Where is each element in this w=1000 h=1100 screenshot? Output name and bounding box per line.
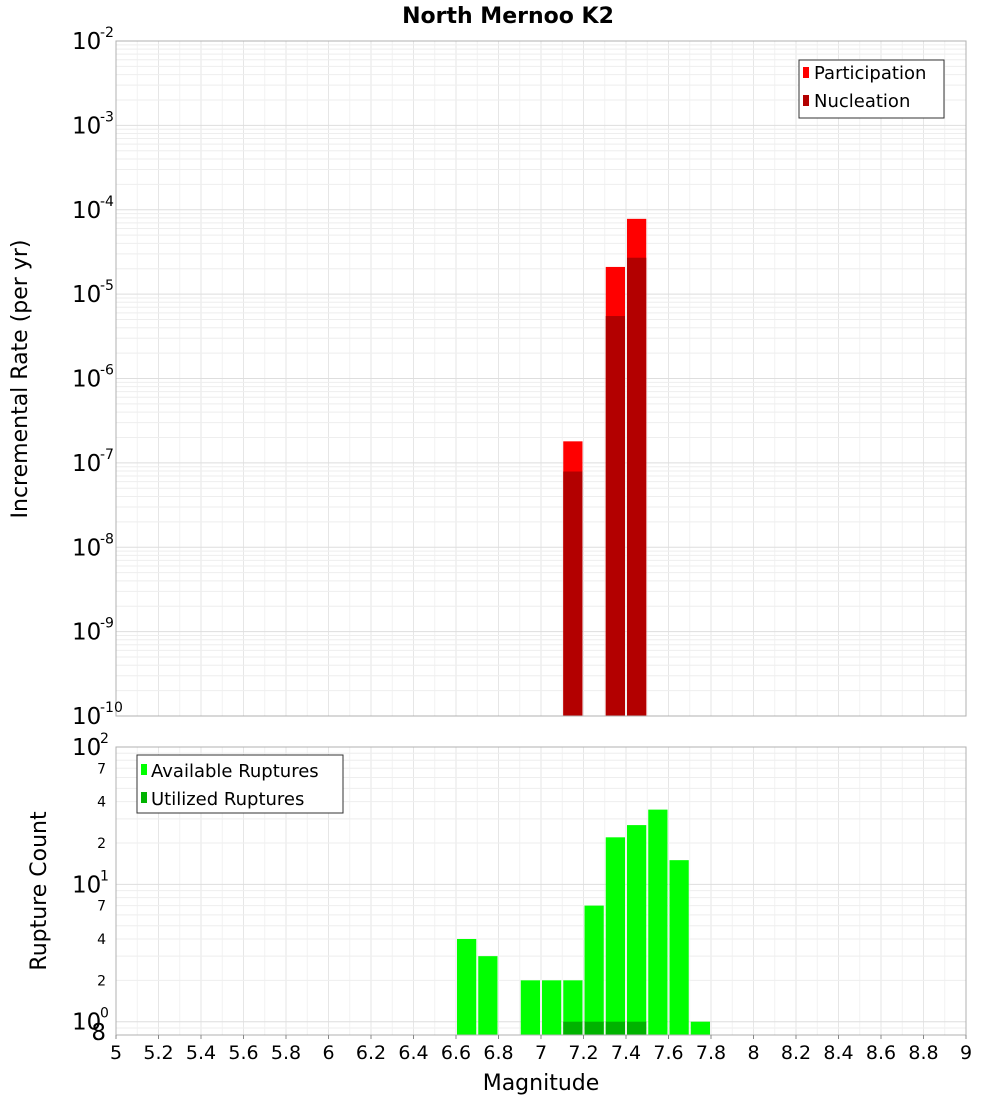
count-y-minor-tick-label: 4 xyxy=(97,932,106,948)
rate-y-tick-exponent: -4 xyxy=(100,194,114,210)
nucleation-bar xyxy=(605,316,625,716)
x-tick-label: 7.6 xyxy=(653,1042,683,1064)
rate-y-tick-exponent: -9 xyxy=(100,616,114,632)
x-tick-label: 7.2 xyxy=(568,1042,598,1064)
x-tick-label: 8.6 xyxy=(866,1042,896,1064)
rate-y-tick-base: 10 xyxy=(72,198,101,224)
x-tick-label: 7.4 xyxy=(611,1042,641,1064)
x-tick-label: 5.2 xyxy=(143,1042,173,1064)
count-y-tick-base: 10 xyxy=(72,1010,101,1036)
rate-y-tick-exponent: -8 xyxy=(100,531,114,547)
count-x-tick-labels: 5 5.2 5.4 5.6 5.8 6 6.2 6.4 6.6 6.8 7 7.2 7.4 7.6 7.8 8… xyxy=(110,1035,972,1064)
x-tick-label: 6 xyxy=(322,1042,334,1064)
available-ruptures-bar xyxy=(627,825,647,1035)
rate-plot-border xyxy=(115,40,967,717)
legend-label-participation: Participation xyxy=(814,63,926,84)
legend-swatch-available xyxy=(141,764,147,775)
count-y-minor-tick-label: 2 xyxy=(97,973,106,989)
rate-y-tick-exponent: -6 xyxy=(100,363,114,379)
utilized-ruptures-bar xyxy=(627,1021,647,1035)
rate-y-tick-base: 10 xyxy=(72,282,101,308)
rate-y-tick-base: 10 xyxy=(72,29,101,55)
rate-y-tick-base: 10 xyxy=(72,704,101,730)
available-ruptures-bar xyxy=(457,939,477,1035)
rate-y-tick-base: 10 xyxy=(72,367,101,393)
x-tick-label: 8.4 xyxy=(823,1042,853,1064)
nucleation-bar xyxy=(563,471,583,716)
rate-y-tick-exponent: -5 xyxy=(100,278,114,294)
count-y-minor-tick-label: 2 xyxy=(97,836,106,852)
count-y-tick-base: 10 xyxy=(72,735,101,761)
rate-y-tick-exponent: -3 xyxy=(100,109,114,125)
available-ruptures-bar xyxy=(648,809,668,1035)
available-ruptures-bars xyxy=(457,809,710,1035)
x-tick-label: 5.4 xyxy=(186,1042,216,1064)
rate-y-tick-base: 10 xyxy=(72,620,101,646)
count-y-tick-exponent: 1 xyxy=(100,868,109,884)
rate-y-tick-base: 10 xyxy=(72,451,101,477)
count-legend-box xyxy=(136,754,344,814)
x-tick-label: 6.8 xyxy=(483,1042,513,1064)
rate-legend-box xyxy=(798,59,945,119)
x-tick-label: 6.4 xyxy=(398,1042,428,1064)
rate-y-tick-exponent: -2 xyxy=(100,25,114,41)
count-y-minor-tick-label: 7 xyxy=(97,899,106,915)
count-y-minor-tick-label: 7 xyxy=(97,761,106,777)
legend-label-utilized: Utilized Ruptures xyxy=(151,789,304,810)
count-y-tick-exponent: 0 xyxy=(100,1006,109,1022)
rate-gridlines xyxy=(115,41,967,717)
legend-swatch-nucleation xyxy=(803,95,809,106)
count-y-axis-label: Rupture Count xyxy=(27,811,52,971)
rate-y-tick-exponent: -7 xyxy=(100,447,114,463)
x-tick-label: 5 xyxy=(110,1042,122,1064)
legend-swatch-utilized xyxy=(141,792,147,803)
utilized-ruptures-bar xyxy=(605,1021,625,1035)
available-ruptures-bar xyxy=(669,860,689,1035)
count-y-minor-tick-label: 4 xyxy=(97,795,106,811)
available-ruptures-bar xyxy=(690,1021,710,1035)
available-ruptures-bar xyxy=(520,980,540,1035)
rate-y-tick-exponent: -10 xyxy=(100,700,123,716)
available-ruptures-bar xyxy=(542,980,562,1035)
x-tick-label: 5.8 xyxy=(271,1042,301,1064)
chart-title: North Mernoo K2 xyxy=(402,4,614,29)
x-tick-label: 7 xyxy=(535,1042,547,1064)
x-tick-label: 8.2 xyxy=(781,1042,811,1064)
nucleation-bars xyxy=(563,257,647,716)
legend-label-available: Available Ruptures xyxy=(151,761,319,782)
rate-y-axis-label: Incremental Rate (per yr) xyxy=(8,240,33,519)
available-ruptures-bar xyxy=(605,837,625,1035)
x-tick-label: 8.8 xyxy=(908,1042,938,1064)
count-y-tick-exponent: 2 xyxy=(100,731,109,747)
count-y-minor-tick-label: 8 xyxy=(91,1020,106,1046)
count-legend: Available Ruptures Utilized Ruptures xyxy=(136,754,344,814)
rate-legend: Participation Nucleation xyxy=(798,59,945,119)
legend-label-nucleation: Nucleation xyxy=(814,91,910,112)
count-y-tick-base: 10 xyxy=(72,872,101,898)
x-tick-label: 6.2 xyxy=(356,1042,386,1064)
utilized-ruptures-bar xyxy=(584,1021,604,1035)
x-tick-label: 7.8 xyxy=(696,1042,726,1064)
x-tick-label: 9 xyxy=(960,1042,972,1064)
x-axis-label: Magnitude xyxy=(483,1071,600,1096)
available-ruptures-bar xyxy=(563,980,583,1035)
nucleation-bar xyxy=(627,257,647,716)
x-tick-label: 5.6 xyxy=(228,1042,258,1064)
utilized-ruptures-bar xyxy=(563,1021,583,1035)
available-ruptures-bar xyxy=(478,956,498,1035)
available-ruptures-bar xyxy=(584,905,604,1035)
legend-swatch-participation xyxy=(803,67,809,78)
x-tick-label: 6.6 xyxy=(441,1042,471,1064)
rate-y-tick-base: 10 xyxy=(72,535,101,561)
rate-y-tick-base: 10 xyxy=(72,113,101,139)
x-tick-label: 8 xyxy=(747,1042,759,1064)
utilized-ruptures-bars xyxy=(563,1021,647,1035)
